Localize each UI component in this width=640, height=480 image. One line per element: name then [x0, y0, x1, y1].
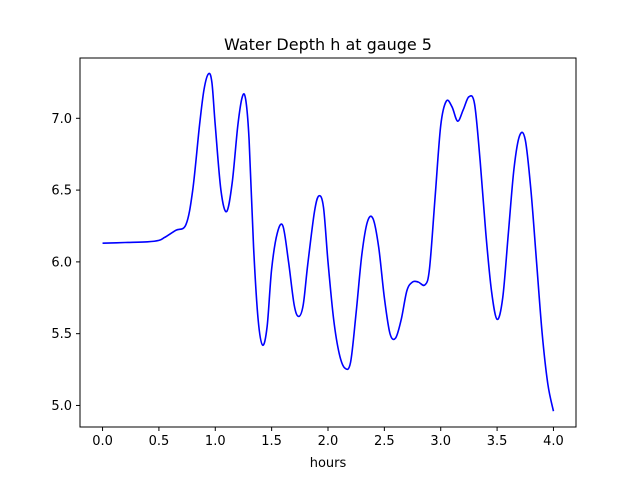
chart-title: Water Depth h at gauge 5: [224, 35, 432, 54]
y-tick-label: 5.0: [51, 399, 72, 414]
x-tick-label: 0.0: [92, 434, 113, 449]
y-axis: 5.0 5.5 6.0 6.5 7.0: [51, 112, 80, 414]
series-line: [102, 72, 555, 412]
plot-area: 0.0 0.5 1.0 1.5 2.0 2.5 3.0 3.5 4.0 5.0 5.5 6.0 6.5…: [51, 57, 577, 449]
x-tick-label: 3.5: [487, 434, 508, 449]
x-tick-label: 1.5: [261, 434, 282, 449]
y-tick-label: 6.0: [51, 255, 72, 270]
x-tick-label: 2.0: [318, 434, 339, 449]
x-tick-label: 3.0: [430, 434, 451, 449]
y-tick-label: 6.5: [51, 184, 72, 199]
x-axis-label: hours: [310, 456, 347, 471]
x-tick-label: 2.5: [374, 434, 395, 449]
x-tick-label: 1.0: [205, 434, 226, 449]
x-tick-label: 4.0: [543, 434, 564, 449]
plot-frame: [79, 57, 577, 428]
x-axis: 0.0 0.5 1.0 1.5 2.0 2.5 3.0 3.5 4.0: [92, 427, 564, 449]
x-tick-label: 0.5: [149, 434, 170, 449]
plot-background: [80, 58, 576, 427]
y-tick-label: 7.0: [51, 112, 72, 127]
y-tick-label: 5.5: [51, 327, 72, 342]
